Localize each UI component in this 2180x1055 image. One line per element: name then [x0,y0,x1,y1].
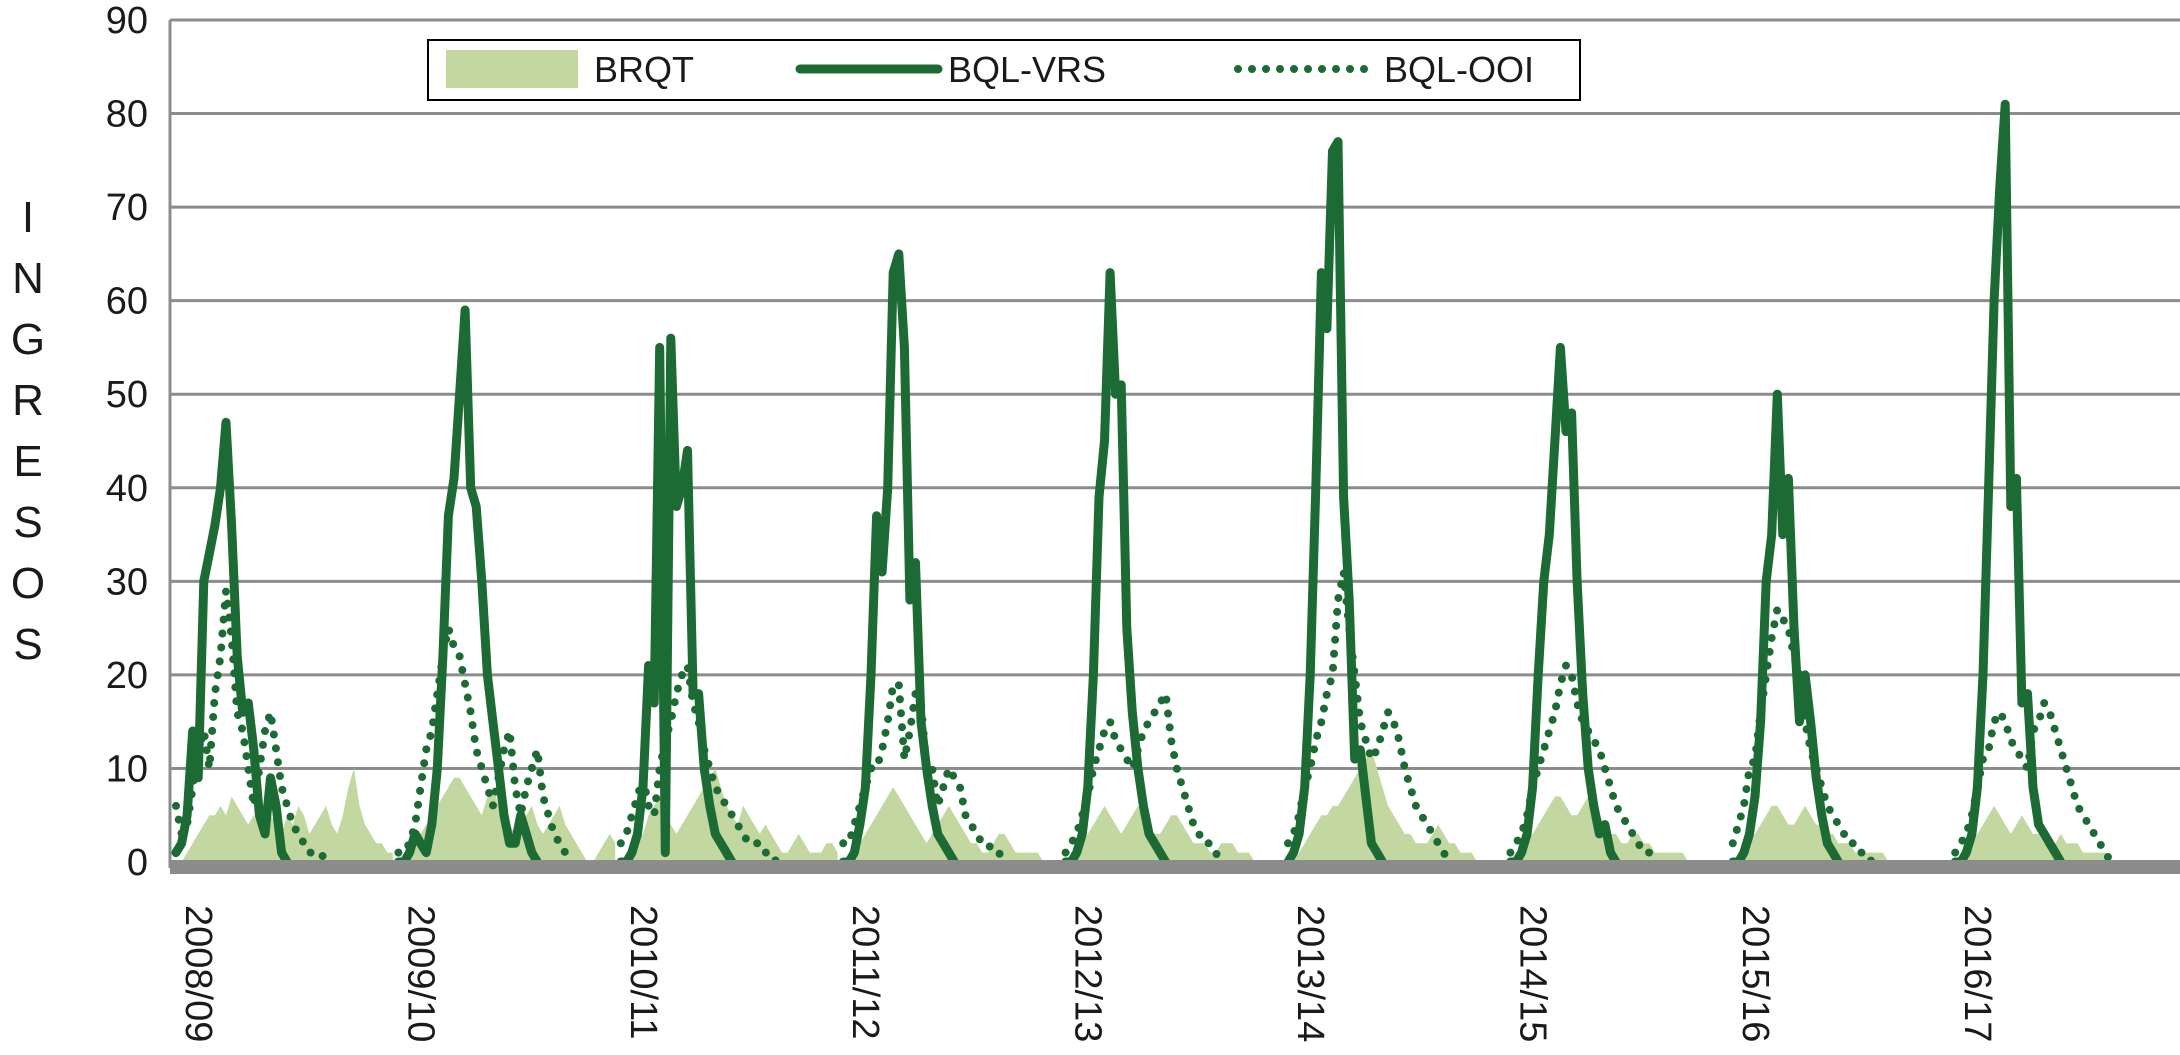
x-axis-bar [170,860,2180,874]
bql-vrs-line-2014-15 [1505,342,1621,867]
bql-ooi-dots-2009-10 [394,626,575,866]
y-axis-label-letter-5: S [13,498,42,547]
brqt-area-2011-12 [843,787,1060,862]
axes [168,20,2180,874]
bql-vrs-line-2013-14 [1283,137,1387,867]
brqt-area-2014-15 [1510,796,1728,862]
y-axis-label-letter-0: I [22,193,34,242]
y-axis-label-letter-3: R [12,376,44,425]
x-tick-label-2014-15: 2014/15 [1511,905,1553,1042]
y-axis-label-letter-7: S [13,620,42,669]
x-tick-label-2012-13: 2012/13 [1067,905,1109,1042]
x-tick-label-2011-12: 2011/12 [844,905,886,1040]
y-tick-label-10: 10 [106,748,148,790]
x-tick-label-2016-17: 2016/17 [1956,905,1998,1042]
y-tick-label-50: 50 [106,374,148,416]
y-tick-label-90: 90 [106,0,148,42]
bql-vrs-line-2008-09 [171,417,292,867]
x-tick-labels: 2008/09 2009/10 2010/11 2011/12 2012/13 2013/… [177,905,1998,1042]
bql-vrs-line-2010-11 [616,333,737,867]
x-tick-label-2013-14: 2013/14 [1289,905,1331,1042]
x-tick-label-2010-11: 2010/11 [622,905,664,1040]
legend-label-bql-vrs: BQL-VRS [948,49,1106,90]
y-tick-label-30: 30 [106,561,148,603]
y-tick-label-70: 70 [106,187,148,229]
brqt-area-2013-14 [1288,749,1505,862]
brqt-area-2008-09 [176,768,393,862]
brqt-area-series [176,749,2172,862]
brqt-area-2016-17 [1955,805,2172,862]
legend-label-bql-ooi: BQL-OOI [1384,49,1534,90]
y-tick-label-80: 80 [106,94,148,136]
brqt-area-2015-16 [1732,805,1950,862]
legend-swatch-brqt [446,50,578,88]
legend-box [427,39,1581,101]
brqt-area-2012-13 [1065,805,1283,862]
bql-vrs-line-2015-16 [1728,389,1843,867]
y-axis-label-letter-2: G [11,315,45,364]
x-tick-label-2008-09: 2008/09 [177,905,219,1042]
x-tick-label-2015-16: 2015/16 [1734,905,1776,1042]
y-tick-label-40: 40 [106,468,148,510]
x-tick-label-2009-10: 2009/10 [399,905,441,1042]
y-tick-label-60: 60 [106,281,148,323]
y-tick-label-20: 20 [106,655,148,697]
bql-vrs-line-2016-17 [1950,99,2066,867]
bql-vrs-line-2012-13 [1061,268,1171,867]
legend-label-brqt: BRQT [594,49,694,90]
y-tick-labels: 0 10 20 30 40 50 60 70 80 90 [106,0,148,884]
grid-lines [170,18,2180,864]
y-axis-label-letter-1: N [12,254,44,303]
bql-vrs-line-2011-12 [838,249,959,867]
bql-vrs-line-2009-10 [393,305,542,867]
legend: BRQT BQL-VRS BQL-OOI [427,39,1581,101]
y-axis-label-letter-4: E [13,437,42,486]
y-tick-label-0: 0 [127,842,148,884]
y-axis-label-letter-6: O [11,559,45,608]
bql-vrs-line-series [171,99,2066,867]
bql-ooi-dots-2013-14 [1284,571,1454,866]
